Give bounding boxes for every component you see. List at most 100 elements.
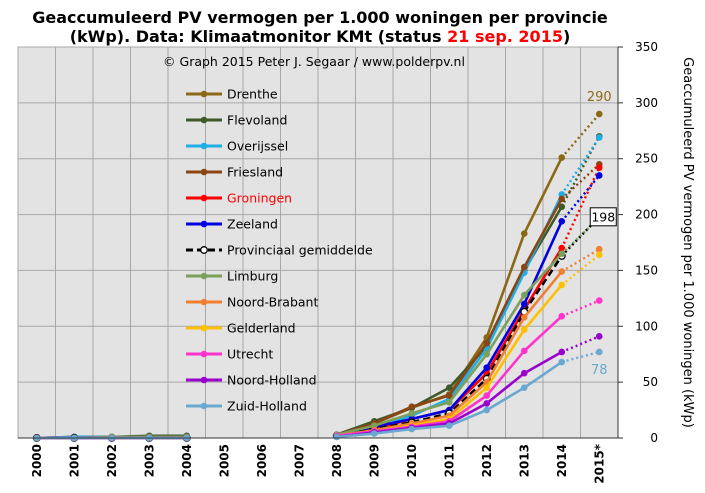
data-point	[408, 410, 415, 417]
legend-swatch-marker	[201, 351, 208, 358]
data-point	[521, 292, 528, 299]
data-point	[521, 264, 528, 271]
x-tick-label: 2007	[292, 444, 306, 477]
legend-swatch-marker	[201, 117, 208, 124]
legend-label: Noord-Brabant	[227, 295, 318, 310]
legend-swatch-marker	[201, 403, 208, 410]
y-tick-label: 0	[650, 431, 658, 445]
legend-label: Limburg	[227, 269, 278, 284]
annotation-label: 198	[591, 209, 615, 224]
data-point	[558, 218, 565, 225]
data-point	[446, 384, 453, 391]
data-point	[521, 326, 528, 333]
x-tick-label: 2012	[480, 444, 494, 477]
data-point	[521, 348, 528, 355]
data-point	[558, 250, 565, 257]
legend-label: Overijssel	[227, 139, 288, 154]
legend-swatch-marker	[201, 299, 208, 306]
legend-label: Gelderland	[227, 321, 296, 336]
y-tick-label: 50	[643, 375, 658, 389]
y-tick-label: 250	[635, 152, 658, 166]
annotation-label: 78	[591, 363, 608, 378]
data-point	[521, 314, 528, 321]
data-point	[408, 426, 415, 433]
x-tick-label: 2004	[180, 444, 194, 477]
chart-title-line-2: (kWp). Data: Klimaatmonitor KMt (status …	[70, 27, 571, 46]
data-point	[446, 422, 453, 429]
projection-point	[596, 297, 603, 304]
projection-point	[596, 111, 603, 118]
legend-label: Zuid-Holland	[227, 399, 307, 414]
projection-point	[596, 251, 603, 258]
x-tick-label: 2011	[442, 444, 456, 477]
data-point	[558, 282, 565, 289]
data-point	[483, 340, 490, 347]
chart: Geaccumuleerd PV vermogen per 1.000 woni…	[0, 0, 705, 493]
legend-label: Drenthe	[227, 87, 278, 102]
legend-label: Flevoland	[227, 113, 287, 128]
data-point	[483, 400, 490, 407]
data-point	[558, 359, 565, 366]
data-point	[558, 313, 565, 320]
legend-swatch-marker	[201, 325, 208, 332]
title-date: 21 sep. 2015	[447, 27, 563, 46]
x-tick-label: 2001	[67, 444, 81, 477]
legend-label: Groningen	[227, 191, 292, 206]
y-tick-label: 200	[635, 208, 658, 222]
legend-label: Friesland	[227, 165, 283, 180]
data-point	[483, 407, 490, 414]
legend-label: Utrecht	[227, 347, 273, 362]
x-tick-label: 2008	[330, 444, 344, 477]
data-point	[521, 230, 528, 237]
x-tick-label: 2005	[217, 444, 231, 477]
legend-swatch-marker	[201, 143, 208, 150]
legend-swatch-marker	[201, 273, 208, 280]
y-axis-label: Geaccumuleerd PV vermogen per 1.000 woni…	[680, 57, 695, 428]
copyright-note: © Graph 2015 Peter J. Segaar / www.polde…	[163, 54, 465, 69]
legend-swatch-marker	[201, 247, 208, 254]
legend-swatch-marker	[201, 377, 208, 384]
projection-point	[596, 333, 603, 340]
x-tick-label: 2009	[367, 444, 381, 477]
data-point	[483, 392, 490, 399]
data-point	[558, 349, 565, 356]
legend-label: Zeeland	[227, 217, 278, 232]
projection-point	[596, 164, 603, 171]
y-tick-label: 350	[635, 40, 658, 54]
projection-point	[596, 172, 603, 179]
data-point	[483, 364, 490, 371]
legend-swatch-marker	[201, 195, 208, 202]
data-point	[558, 268, 565, 275]
y-tick-label: 300	[635, 96, 658, 110]
data-point	[483, 351, 490, 358]
data-point	[446, 399, 453, 406]
y-tick-label: 100	[635, 319, 658, 333]
title-suffix: )	[563, 27, 570, 46]
annotation-label: 290	[587, 90, 612, 105]
legend-swatch-marker	[201, 169, 208, 176]
data-point	[371, 430, 378, 437]
data-point	[521, 370, 528, 377]
legend-swatch-marker	[201, 221, 208, 228]
x-tick-label: 2006	[255, 444, 269, 477]
x-tick-label: 2013	[517, 444, 531, 477]
y-tick-label: 150	[635, 263, 658, 277]
x-tick-label: 2010	[405, 444, 419, 477]
title-prefix: (kWp). Data: Klimaatmonitor KMt (status	[70, 27, 447, 46]
data-point	[521, 384, 528, 391]
projection-point	[596, 349, 603, 356]
chart-title: Geaccumuleerd PV vermogen per 1.000 woni…	[32, 8, 608, 27]
x-tick-label: 2014	[555, 444, 569, 477]
x-tick-label: 2015*	[592, 443, 606, 483]
data-point	[558, 196, 565, 203]
data-point	[333, 434, 340, 441]
legend-label: Provinciaal gemiddelde	[227, 243, 373, 258]
x-tick-label: 2002	[105, 444, 119, 477]
data-point	[558, 154, 565, 161]
legend-label: Noord-Holland	[227, 373, 317, 388]
x-tick-label: 2000	[30, 444, 44, 477]
legend-swatch-marker	[201, 91, 208, 98]
data-point	[408, 403, 415, 410]
data-point	[483, 384, 490, 391]
x-tick-label: 2003	[142, 444, 156, 477]
